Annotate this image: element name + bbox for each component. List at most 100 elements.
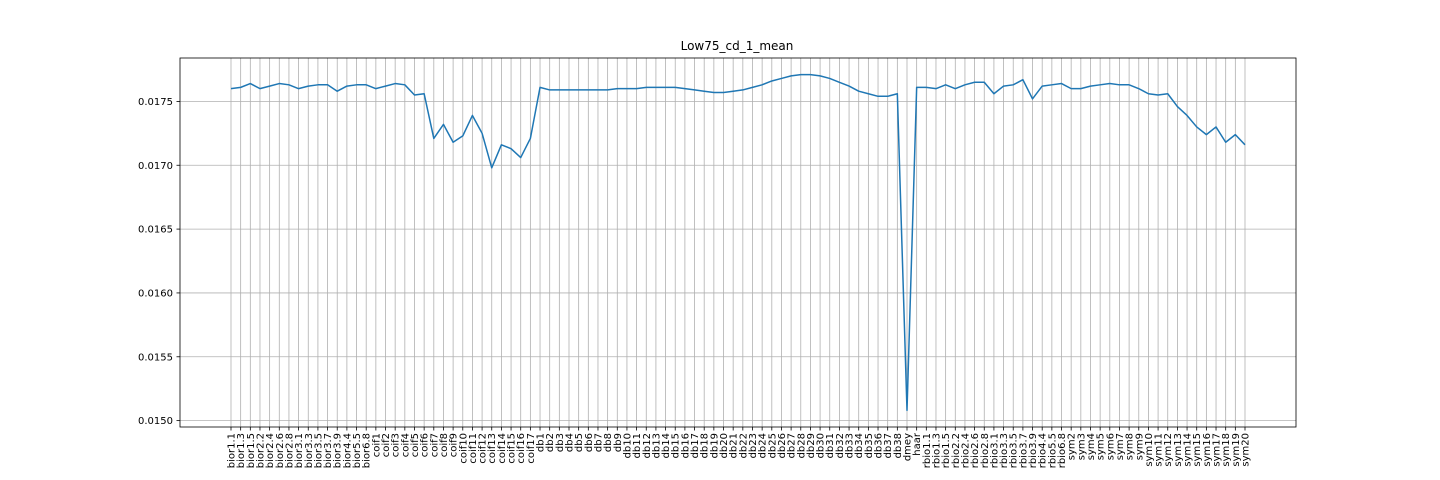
x-tick-label: rbio6.8 bbox=[1057, 433, 1068, 468]
x-tick-label: db37 bbox=[883, 433, 894, 458]
x-tick-label: sym20 bbox=[1241, 433, 1252, 467]
x-tick-label: rbio2.6 bbox=[970, 433, 981, 468]
x-tick-label: coif12 bbox=[478, 433, 489, 464]
x-tick-label: rbio4.4 bbox=[1038, 433, 1049, 468]
grid-lines bbox=[180, 58, 1296, 427]
x-tick-label: db34 bbox=[854, 433, 865, 458]
x-tick-label: coif14 bbox=[497, 433, 508, 464]
x-tick-label: dmey bbox=[903, 433, 914, 461]
x-tick-label: coif10 bbox=[458, 433, 469, 464]
x-tick-label: db26 bbox=[777, 433, 788, 458]
x-tick-label: db17 bbox=[690, 433, 701, 458]
x-tick-label: sym14 bbox=[1183, 433, 1194, 467]
x-tick-label: sym4 bbox=[1086, 433, 1097, 460]
x-tick-label: sym15 bbox=[1192, 433, 1203, 467]
y-tick-label: 0.0150 bbox=[138, 416, 173, 427]
x-tick-label: db9 bbox=[613, 433, 624, 452]
x-tick-label: coif9 bbox=[449, 433, 460, 457]
x-tick-label: db1 bbox=[536, 433, 547, 452]
x-tick-label: bior3.9 bbox=[333, 433, 344, 468]
x-tick-label: db27 bbox=[787, 433, 798, 458]
x-tick-label: db29 bbox=[806, 433, 817, 458]
x-tick-label: sym11 bbox=[1154, 433, 1165, 467]
x-tick-label: coif7 bbox=[429, 433, 440, 457]
x-tick-label: coif4 bbox=[400, 433, 411, 457]
x-tick-label: db31 bbox=[825, 433, 836, 458]
x-tick-label: bior1.5 bbox=[246, 433, 257, 468]
x-tick-label: bior6.8 bbox=[362, 433, 373, 468]
x-tick-label: db7 bbox=[593, 433, 604, 452]
x-tick-label: coif8 bbox=[439, 433, 450, 457]
x-tick-label: haar bbox=[912, 432, 923, 456]
x-tick-label: rbio2.2 bbox=[951, 433, 962, 468]
x-tick-label: rbio1.5 bbox=[941, 433, 952, 468]
x-tick-label: db38 bbox=[893, 433, 904, 458]
x-tick-label: rbio2.8 bbox=[980, 433, 991, 468]
x-tick-label: db22 bbox=[738, 433, 749, 458]
x-tick-label: bior2.2 bbox=[255, 433, 266, 468]
x-tick-label: sym13 bbox=[1173, 433, 1184, 467]
x-tick-label: db10 bbox=[622, 433, 633, 458]
x-tick-label: rbio3.3 bbox=[999, 433, 1010, 468]
x-tick-label: rbio5.5 bbox=[1047, 433, 1058, 468]
x-tick-label: bior2.4 bbox=[265, 433, 276, 468]
x-tick-label: db36 bbox=[874, 433, 885, 458]
x-tick-label: sym12 bbox=[1163, 433, 1174, 467]
x-tick-label: rbio3.9 bbox=[1028, 433, 1039, 468]
x-tick-label: bior3.1 bbox=[294, 433, 305, 468]
x-tick-label: sym18 bbox=[1221, 433, 1232, 467]
x-tick-label: sym3 bbox=[1076, 433, 1087, 460]
y-tick-label: 0.0165 bbox=[138, 225, 173, 236]
x-tick-label: sym9 bbox=[1134, 433, 1145, 460]
x-tick-label: rbio1.3 bbox=[931, 433, 942, 468]
y-tick-label: 0.0155 bbox=[138, 352, 173, 363]
x-tick-label: db21 bbox=[729, 433, 740, 458]
x-tick-label: db15 bbox=[671, 433, 682, 458]
x-tick-label: db23 bbox=[748, 433, 759, 458]
x-tick-label: db18 bbox=[700, 433, 711, 458]
x-tick-label: sym6 bbox=[1105, 433, 1116, 460]
x-tick-label: bior2.6 bbox=[275, 433, 286, 468]
x-tick-label: db8 bbox=[603, 433, 614, 452]
x-tick-label: bior1.3 bbox=[236, 433, 247, 468]
x-tick-label: coif6 bbox=[420, 433, 431, 457]
x-tick-label: coif2 bbox=[381, 433, 392, 457]
x-tick-label: coif11 bbox=[468, 433, 479, 464]
x-tick-label: sym8 bbox=[1125, 433, 1136, 460]
x-axis: bior1.1bior1.3bior1.5bior2.2bior2.4bior2… bbox=[227, 427, 1252, 468]
x-tick-label: db19 bbox=[709, 433, 720, 458]
x-tick-label: db20 bbox=[719, 433, 730, 458]
x-tick-label: bior3.7 bbox=[323, 433, 334, 468]
x-tick-label: sym5 bbox=[1096, 433, 1107, 460]
x-tick-label: db14 bbox=[661, 433, 672, 458]
plot-area-frame bbox=[179, 57, 1297, 428]
x-tick-label: coif15 bbox=[507, 433, 518, 464]
x-tick-label: coif17 bbox=[526, 433, 537, 464]
series-line bbox=[230, 73, 1246, 412]
x-tick-label: coif1 bbox=[371, 433, 382, 457]
x-tick-label: coif16 bbox=[516, 433, 527, 464]
x-tick-label: sym19 bbox=[1231, 433, 1242, 467]
x-tick-label: rbio2.4 bbox=[960, 433, 971, 468]
x-tick-label: bior3.5 bbox=[313, 433, 324, 468]
x-tick-label: db28 bbox=[796, 433, 807, 458]
x-tick-label: coif5 bbox=[410, 433, 421, 457]
y-tick-label: 0.0170 bbox=[138, 161, 173, 172]
x-tick-label: db4 bbox=[565, 433, 576, 452]
x-tick-label: db24 bbox=[758, 433, 769, 458]
x-tick-label: db33 bbox=[845, 433, 856, 458]
x-tick-label: rbio3.7 bbox=[1018, 433, 1029, 468]
x-tick-label: db35 bbox=[864, 433, 875, 458]
x-tick-label: coif13 bbox=[487, 433, 498, 464]
x-tick-label: db30 bbox=[816, 433, 827, 458]
x-tick-label: rbio3.5 bbox=[1009, 433, 1020, 468]
x-tick-label: db2 bbox=[545, 433, 556, 452]
y-tick-label: 0.0160 bbox=[138, 288, 173, 299]
x-tick-label: coif3 bbox=[391, 433, 402, 457]
x-tick-label: rbio1.1 bbox=[922, 433, 933, 468]
x-tick-label: db25 bbox=[767, 433, 778, 458]
x-tick-label: db16 bbox=[680, 433, 691, 458]
x-tick-label: db13 bbox=[651, 433, 662, 458]
x-tick-label: bior4.4 bbox=[342, 433, 353, 468]
